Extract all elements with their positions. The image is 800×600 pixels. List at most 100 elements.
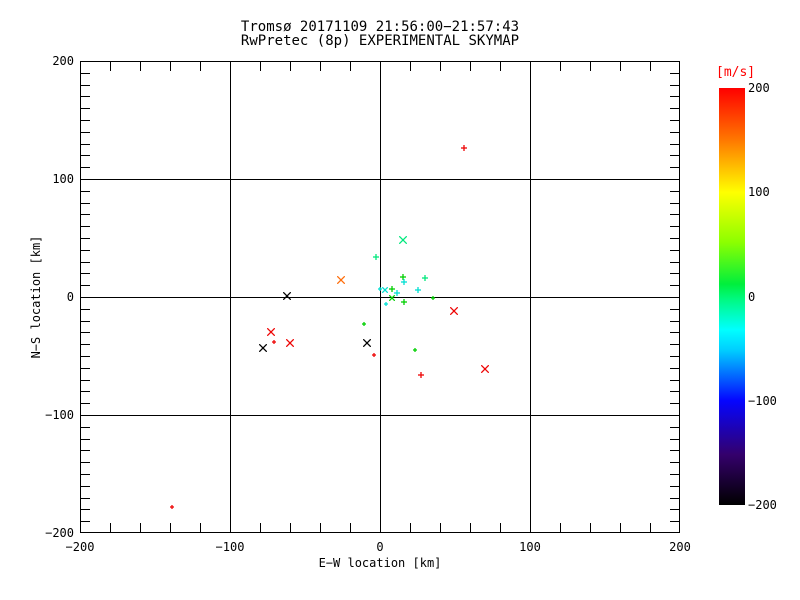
- y-tick-label: 0: [66, 290, 74, 304]
- y-minor-tick-left: [81, 261, 90, 263]
- data-point: [286, 339, 294, 348]
- y-minor-tick-left: [81, 131, 90, 133]
- x-minor-tick-bottom: [440, 523, 441, 532]
- y-minor-tick-left: [81, 344, 90, 346]
- y-minor-tick-right: [670, 403, 679, 405]
- data-point: [401, 298, 407, 305]
- data-point: [283, 291, 291, 300]
- y-minor-tick-left: [81, 497, 90, 499]
- y-minor-tick-right: [670, 249, 679, 251]
- y-minor-tick-left: [81, 403, 90, 405]
- x-minor-tick-top: [410, 62, 411, 71]
- y-minor-tick-left: [81, 462, 90, 464]
- y-minor-tick-right: [670, 285, 679, 287]
- x-minor-tick-top: [590, 62, 591, 71]
- x-tick-label: 100: [519, 540, 541, 554]
- grid-line-horizontal: [81, 297, 679, 298]
- y-minor-tick-left: [81, 84, 90, 86]
- y-minor-tick-right: [670, 167, 679, 169]
- x-tick-label: −100: [215, 540, 245, 554]
- x-minor-tick-bottom: [410, 523, 411, 532]
- y-minor-tick-right: [670, 462, 679, 464]
- y-minor-tick-right: [670, 521, 679, 523]
- x-minor-tick-bottom: [500, 523, 501, 532]
- data-point: [381, 286, 388, 293]
- y-minor-tick-left: [81, 214, 90, 216]
- x-tick-label: 0: [376, 540, 384, 554]
- y-minor-tick-right: [670, 238, 679, 239]
- data-point: [372, 253, 379, 260]
- y-minor-tick-right: [670, 261, 679, 263]
- y-minor-tick-right: [670, 308, 679, 310]
- x-minor-tick-bottom: [140, 523, 141, 532]
- data-point: [169, 505, 174, 510]
- data-point: [378, 286, 382, 291]
- y-minor-tick-right: [670, 509, 679, 511]
- data-point: [384, 302, 388, 307]
- y-minor-tick-left: [81, 155, 90, 157]
- x-minor-tick-top: [560, 62, 561, 71]
- x-minor-tick-top: [320, 62, 321, 71]
- y-minor-tick-right: [670, 320, 679, 322]
- y-tick-label: −200: [45, 526, 74, 540]
- y-tick-label: 100: [52, 172, 74, 186]
- y-minor-tick-left: [81, 143, 90, 145]
- data-point: [414, 286, 421, 293]
- colorbar-tick-label: −100: [748, 393, 777, 408]
- plot-title: Tromsø 20171109 21:56:00−21:57:43: [240, 19, 520, 35]
- x-minor-tick-bottom: [290, 523, 291, 532]
- x-minor-tick-top: [260, 62, 261, 71]
- y-minor-tick-left: [81, 356, 90, 357]
- x-minor-tick-bottom: [110, 523, 111, 532]
- colorbar-unit-label: [m/s]: [716, 65, 756, 80]
- y-minor-tick-right: [670, 273, 679, 275]
- y-minor-tick-left: [81, 96, 90, 98]
- data-point: [361, 322, 366, 327]
- x-axis-label: E−W location [km]: [318, 556, 442, 570]
- y-minor-tick-right: [670, 438, 679, 440]
- y-minor-tick-right: [670, 84, 679, 86]
- data-point: [399, 273, 406, 280]
- x-minor-tick-bottom: [650, 523, 651, 532]
- grid-line-horizontal: [81, 179, 679, 180]
- y-minor-tick-left: [81, 367, 90, 369]
- y-minor-tick-left: [81, 273, 90, 275]
- y-minor-tick-right: [670, 379, 679, 381]
- x-minor-tick-bottom: [170, 523, 171, 532]
- y-minor-tick-right: [670, 450, 679, 452]
- x-minor-tick-top: [350, 62, 351, 71]
- y-minor-tick-left: [81, 202, 90, 204]
- y-minor-tick-right: [670, 332, 679, 334]
- y-minor-tick-left: [81, 379, 90, 381]
- y-minor-tick-left: [81, 485, 90, 487]
- y-tick-label: 200: [52, 54, 74, 68]
- x-minor-tick-top: [440, 62, 441, 71]
- y-minor-tick-right: [670, 226, 679, 228]
- x-minor-tick-top: [620, 62, 621, 71]
- y-tick-label: −100: [45, 408, 74, 422]
- x-minor-tick-bottom: [590, 523, 591, 532]
- colorbar-gradient: [719, 88, 745, 505]
- data-point: [417, 371, 424, 378]
- data-point: [481, 364, 489, 373]
- plot-area: [80, 61, 680, 533]
- y-minor-tick-right: [670, 391, 679, 393]
- x-minor-tick-bottom: [200, 523, 201, 532]
- data-point: [449, 307, 458, 316]
- data-point: [401, 278, 407, 285]
- y-minor-tick-left: [81, 226, 90, 228]
- x-minor-tick-bottom: [560, 523, 561, 532]
- y-minor-tick-left: [81, 285, 90, 287]
- y-minor-tick-right: [670, 155, 679, 157]
- y-minor-tick-right: [670, 190, 679, 192]
- y-minor-tick-right: [670, 367, 679, 369]
- data-point: [337, 276, 345, 285]
- y-minor-tick-left: [81, 332, 90, 334]
- data-point: [271, 339, 276, 344]
- y-minor-tick-left: [81, 438, 90, 440]
- data-point: [430, 296, 435, 301]
- data-point: [389, 295, 395, 302]
- y-minor-tick-left: [81, 320, 90, 322]
- y-minor-tick-left: [81, 120, 90, 121]
- y-minor-tick-left: [81, 521, 90, 523]
